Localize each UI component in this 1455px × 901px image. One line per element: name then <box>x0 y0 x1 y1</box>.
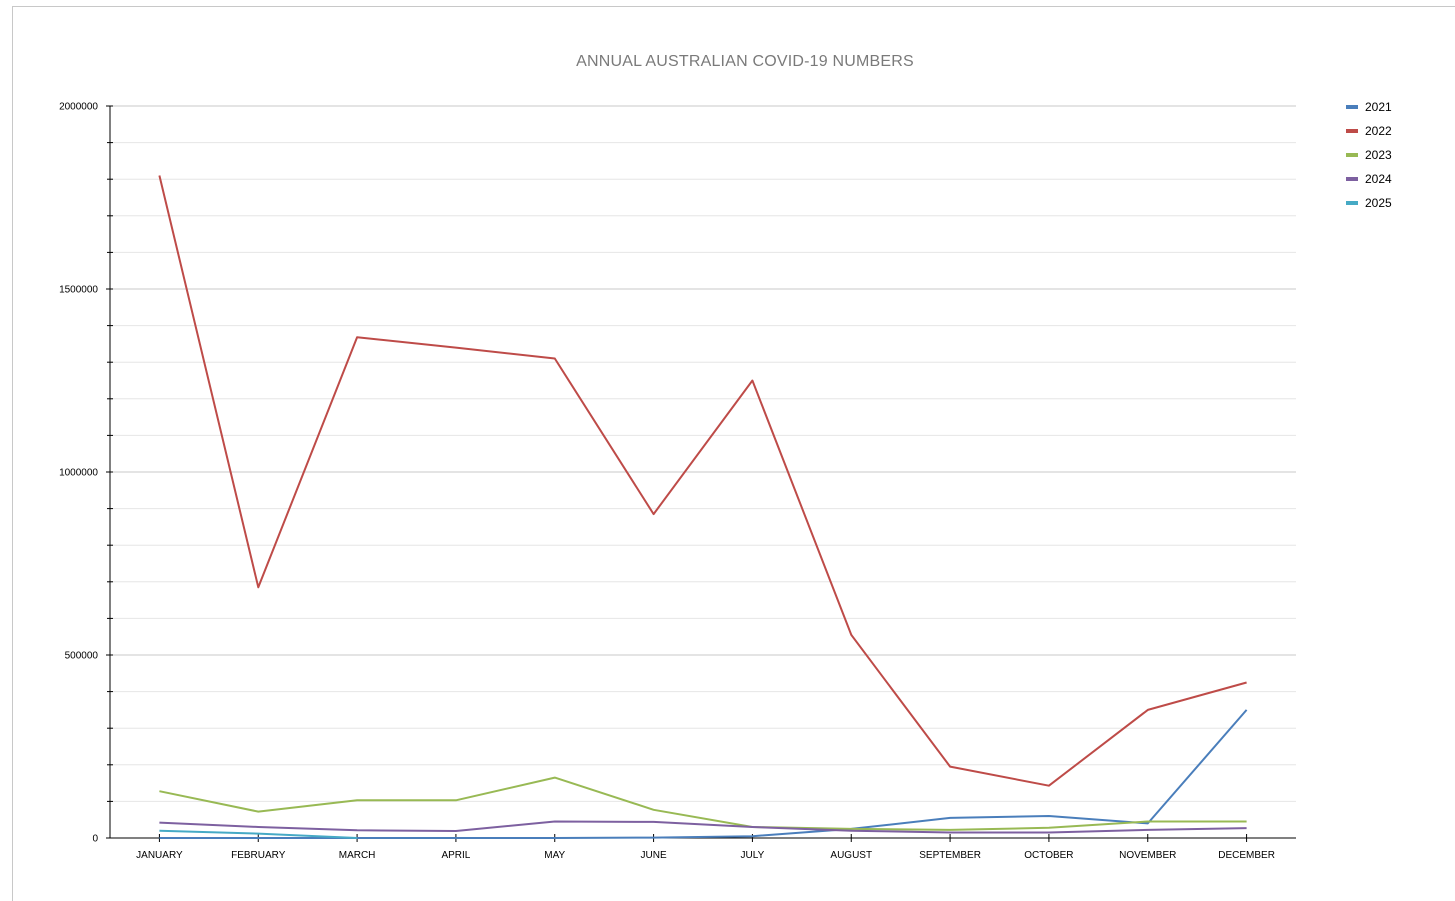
x-tick-label: OCTOBER <box>1024 850 1073 861</box>
x-tick-label: DECEMBER <box>1218 850 1275 861</box>
legend-label-2022: 2022 <box>1365 124 1392 138</box>
x-tick-label: NOVEMBER <box>1119 850 1176 861</box>
y-tick-label: 500000 <box>65 651 99 662</box>
y-tick-label: 2000000 <box>59 102 98 113</box>
y-axis-ticks: 0 500000 1000000 1500000 2000000 <box>59 102 113 845</box>
legend-label-2023: 2023 <box>1365 148 1392 162</box>
y-tick-label: 1500000 <box>59 285 98 296</box>
gridlines <box>110 105 1296 802</box>
series-line-2022 <box>158 175 1247 787</box>
y-tick-label: 0 <box>92 834 98 845</box>
series-line-2024 <box>159 820 1247 834</box>
legend-swatch-2024 <box>1346 177 1358 181</box>
y-tick-label: 1000000 <box>59 468 98 479</box>
x-tick-label: SEPTEMBER <box>919 850 981 861</box>
x-tick-label: MARCH <box>339 850 376 861</box>
x-tick-label: JANUARY <box>136 850 183 861</box>
legend-label-2021: 2021 <box>1365 100 1392 114</box>
series-line-2023 <box>159 776 1247 831</box>
legend-label-2025: 2025 <box>1365 196 1392 210</box>
legend-swatch-2025 <box>1346 201 1358 205</box>
series-line-2025 <box>159 829 358 839</box>
chart-frame <box>12 6 1455 901</box>
x-tick-label: FEBRUARY <box>231 850 286 861</box>
legend: 2021 2022 2023 2024 2025 <box>1346 100 1392 210</box>
x-tick-label: JULY <box>741 850 765 861</box>
legend-swatch-2023 <box>1346 153 1358 157</box>
legend-label-2024: 2024 <box>1365 172 1392 186</box>
x-tick-label: APRIL <box>441 850 470 861</box>
chart-title: ANNUAL AUSTRALIAN COVID-19 NUMBERS <box>576 53 914 70</box>
x-tick-label: AUGUST <box>830 850 872 861</box>
legend-swatch-2021 <box>1346 105 1358 109</box>
series-lines <box>158 175 1248 839</box>
x-axis-ticks: JANUARY FEBRUARY MARCH APRIL MAY JUNE JULY AUGU… <box>136 834 1275 861</box>
x-tick-label: JUNE <box>641 850 667 861</box>
legend-swatch-2022 <box>1346 129 1358 133</box>
x-tick-label: MAY <box>544 850 565 861</box>
